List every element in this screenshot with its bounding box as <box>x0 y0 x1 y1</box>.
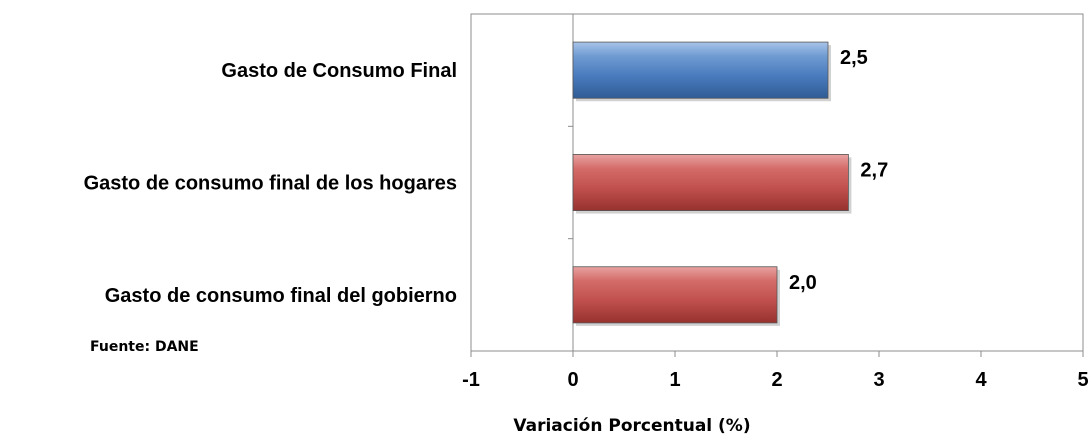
x-tick-label-5: 4 <box>975 369 987 391</box>
x-tick-label-0: -1 <box>462 369 480 391</box>
category-label-3: Gasto de consumo final del gobierno <box>105 285 457 307</box>
x-axis-ticks <box>470 351 1084 357</box>
x-tick-label-4: 3 <box>873 369 884 391</box>
bar-2 <box>572 154 849 211</box>
x-axis-title: Variación Porcentual (%) <box>513 416 750 436</box>
category-label-1: Gasto de Consumo Final <box>221 60 457 82</box>
data-label-3: 2,0 <box>789 272 817 294</box>
x-tick-label-1: 0 <box>567 369 578 391</box>
bar-1 <box>572 41 829 99</box>
x-tick-label-2: 1 <box>669 369 680 391</box>
x-tick-label-3: 2 <box>771 369 782 391</box>
category-label-2: Gasto de consumo final de los hogares <box>84 173 457 195</box>
data-label-2: 2,7 <box>860 159 888 181</box>
data-labels-group: 2,5 2,7 2,0 <box>789 47 888 294</box>
data-label-1: 2,5 <box>840 47 868 69</box>
x-tick-labels-group: -1 0 1 2 3 4 5 <box>462 369 1088 391</box>
bars-group <box>572 41 852 326</box>
source-note: Fuente: DANE <box>90 339 199 355</box>
x-tick-label-6: 5 <box>1077 369 1088 391</box>
bar-3 <box>572 266 778 324</box>
category-labels-group: Gasto de Consumo Final Gasto de consumo f… <box>84 60 457 307</box>
category-tick-marks <box>568 125 573 240</box>
